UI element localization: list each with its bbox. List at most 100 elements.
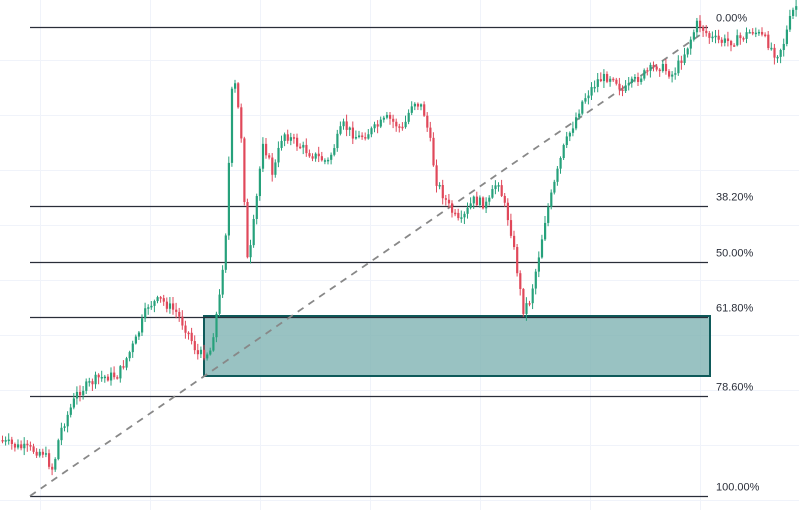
candle-body-73 [227,162,230,236]
candle-body-28 [88,381,91,383]
candle-body-97 [302,144,305,148]
candle-body-236 [733,45,736,47]
candle-body-31 [97,374,100,378]
candle-body-202 [627,82,630,86]
candles [1,0,798,476]
candle-body-241 [748,32,751,34]
candle-body-55 [172,303,175,310]
candle-body-89 [277,147,280,163]
candle-body-230 [714,35,717,38]
candle-body-172 [534,271,537,289]
candle-body-44 [137,332,141,337]
candle-body-36 [113,372,116,378]
candle-body-156 [485,201,488,209]
candle-body-45 [141,318,144,333]
fib-level-label-4: 78.60% [716,382,754,394]
candle-body-91 [283,134,286,141]
candle-body-217 [674,73,677,75]
candle-body-158 [491,189,494,198]
candle-body-126 [392,118,395,122]
candle-body-4 [13,443,17,448]
candle-body-232 [720,39,723,43]
candle-body-163 [506,202,509,221]
candle-body-235 [730,41,733,46]
candle-body-219 [680,60,683,63]
candle-body-168 [522,288,525,314]
candle-body-78 [243,138,246,203]
fib-level-label-2: 50.00% [716,248,754,260]
candle-body-64 [199,349,203,355]
candle-body-60 [187,332,190,335]
candle-body-194 [602,73,606,82]
candle-body-225 [699,20,702,27]
candle-body-229 [711,36,714,39]
candle-body-169 [525,303,528,314]
candle-body-186 [578,113,581,118]
candle-body-214 [664,63,668,72]
candle-body-77 [240,107,243,139]
candle-body-178 [553,181,556,193]
candle-body-42 [131,343,134,353]
candle-body-41 [128,352,131,359]
candle-body-134 [416,103,420,107]
candle-body-256 [795,6,798,10]
candle-body-6 [20,444,23,449]
candle-body-130 [404,121,407,128]
candle-body-189 [587,95,590,99]
candle-body-181 [562,145,565,158]
candle-body-173 [537,257,540,272]
candle-body-171 [531,288,534,304]
candle-body-105 [327,159,330,162]
candle-body-79 [246,202,249,258]
candle-body-103 [320,156,323,161]
candle-body-40 [125,358,128,368]
candle-body-15 [48,453,51,467]
candle-body-75 [234,83,237,89]
candle-body-76 [237,83,240,108]
candle-body-10 [32,446,35,452]
candle-body-191 [593,86,596,89]
candle-body-26 [82,390,85,396]
candle-body-195 [606,73,609,82]
candle-body-167 [519,273,522,289]
candle-body-149 [463,213,466,218]
candle-body-48 [150,305,153,308]
candle-body-183 [568,132,571,137]
candle-body-231 [717,35,720,40]
candle-body-18 [57,440,60,460]
candle-body-124 [385,114,389,118]
candle-body-66 [206,354,209,359]
candle-body-65 [203,349,206,359]
candle-body-140 [435,165,438,186]
candle-body-92 [286,134,289,141]
candle-body-137 [426,115,429,128]
candle-body-135 [420,104,423,107]
candle-body-157 [488,197,491,202]
candle-body-245 [761,31,764,35]
candle-body-165 [513,235,516,248]
fib-trend-line [29,34,701,497]
candle-body-196 [609,78,612,82]
candle-body-46 [144,308,147,319]
candle-body-99 [308,153,311,157]
candle-body-237 [736,35,739,46]
candle-body-24 [75,391,79,399]
candle-body-170 [528,303,531,305]
candle-body-21 [66,414,69,427]
candle-body-86 [268,155,271,158]
candle-body-57 [178,311,181,317]
candle-body-106 [330,154,333,160]
candle-body-17 [54,459,57,470]
candle-body-224 [695,20,699,33]
candle-body-94 [292,137,296,139]
candle-body-203 [630,78,633,83]
candle-body-254 [788,16,792,30]
candle-body-72 [224,235,227,270]
candle-body-74 [230,88,234,163]
candle-body-136 [423,104,426,116]
candle-body-131 [407,112,410,122]
fib-level-label-5: 100.00% [716,482,760,494]
fib-level-label-0: 0.00% [716,13,747,25]
candle-body-83 [258,168,261,197]
candle-body-193 [599,79,602,82]
